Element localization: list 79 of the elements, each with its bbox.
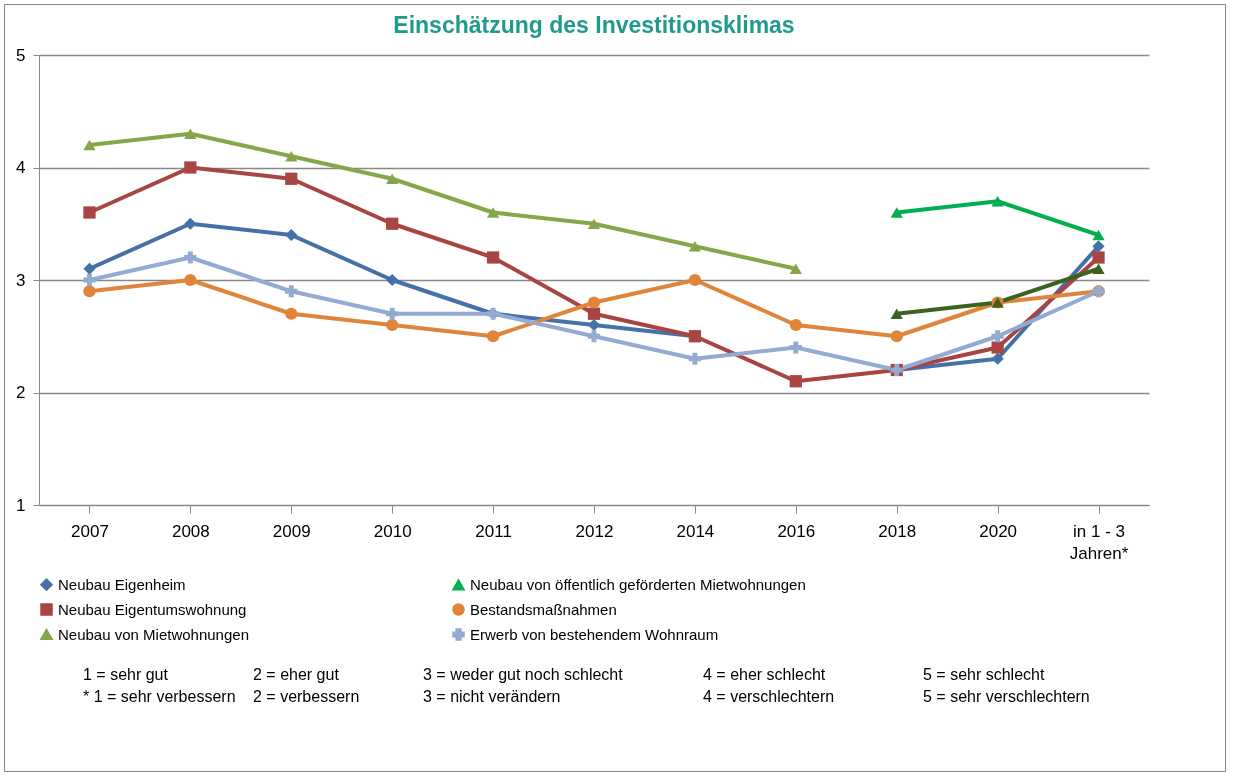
x-tick-label: 2012 (575, 521, 614, 541)
x-tick-label: 2008 (171, 521, 210, 541)
point (184, 251, 197, 264)
point (386, 307, 399, 320)
point (890, 207, 903, 218)
point (83, 285, 96, 298)
point (386, 217, 399, 230)
x-tick-label: 2018 (878, 521, 917, 541)
point (587, 296, 601, 309)
x-tick-label: 2014 (676, 521, 715, 541)
legend-label: Erwerb von bestehendem Wohnraum (470, 625, 719, 643)
y-tick-label: 4 (16, 158, 26, 177)
point (688, 240, 702, 252)
y-tick-label: 3 (16, 270, 26, 290)
legend-label: Bestandsmaßnahmen (470, 600, 617, 618)
x-tick-label: 2007 (71, 521, 109, 541)
x-tick-label: in 1 - 3 Jahren* (1069, 521, 1129, 563)
point (285, 285, 298, 298)
text: 4 = eher schlecht (703, 666, 827, 684)
point (587, 318, 601, 332)
point (83, 206, 96, 219)
point (285, 307, 298, 320)
point (184, 128, 197, 140)
point (184, 273, 197, 287)
point (486, 207, 500, 218)
point (486, 251, 500, 264)
x-tick-label: 2011 (475, 521, 512, 541)
point (688, 352, 702, 365)
point (184, 161, 197, 174)
text: 5 = sehr verschlechtern (923, 688, 1091, 706)
point (1092, 240, 1105, 253)
legend-label: Neubau von Mietwohnungen (58, 625, 249, 643)
legend-label: Neubau Eigentumswohnung (58, 600, 247, 618)
text: 1 = sehr gut (83, 666, 169, 684)
point (587, 218, 601, 230)
y-tick-label: 1 (16, 495, 26, 515)
point (890, 308, 903, 320)
point (991, 195, 1004, 207)
point (386, 273, 399, 287)
point (285, 172, 298, 185)
point (285, 228, 298, 242)
legend-label: Neubau von öffentlich geförderten Mietwohnungen (470, 575, 806, 593)
point (789, 263, 802, 275)
text: 5 = sehr schlecht (923, 666, 1046, 684)
x-tick-label: 2020 (979, 521, 1018, 541)
text: 3 = nicht verändern (423, 688, 562, 706)
point (83, 139, 96, 151)
point (991, 341, 1004, 354)
text: 2 = eher gut (253, 666, 340, 684)
point (486, 330, 500, 343)
point (789, 341, 802, 354)
x-tick-label: 2009 (272, 521, 311, 541)
point (587, 307, 601, 320)
chart-title: Einschätzung des Investitionsklimas (393, 12, 795, 38)
point (83, 262, 96, 275)
point (890, 330, 903, 343)
point (285, 150, 298, 162)
point (1092, 251, 1105, 264)
text: 2 = verbessern (253, 688, 361, 706)
point (184, 217, 197, 230)
point (1092, 229, 1105, 241)
x-tick-label: 2010 (373, 521, 412, 541)
point (83, 273, 96, 287)
point (688, 273, 702, 287)
point (1092, 263, 1105, 275)
point (386, 318, 399, 332)
text: 4 = verschlechtern (703, 688, 836, 706)
point (386, 173, 399, 185)
text: 3 = weder gut noch schlecht (423, 666, 624, 684)
text: * 1 = sehr verbessern (83, 688, 237, 706)
point (991, 330, 1004, 343)
x-tick-label: 2016 (777, 521, 816, 541)
y-tick-label: 5 (16, 45, 26, 65)
point (789, 375, 802, 388)
legend-label: Neubau Eigenheim (58, 575, 186, 593)
point (587, 330, 601, 343)
point (789, 318, 802, 332)
point (991, 352, 1004, 365)
y-tick-label: 2 (16, 383, 26, 402)
